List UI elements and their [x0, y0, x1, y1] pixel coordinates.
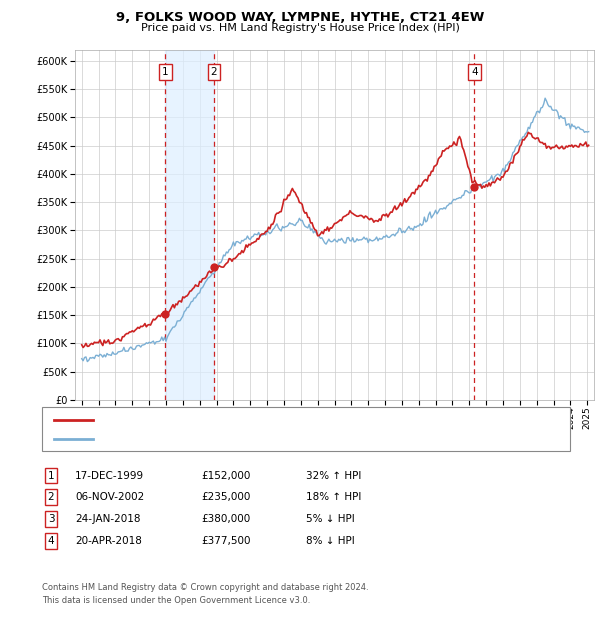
Text: 20-APR-2018: 20-APR-2018 — [75, 536, 142, 546]
Text: 3: 3 — [47, 514, 55, 524]
Text: £152,000: £152,000 — [201, 471, 250, 480]
Text: 4: 4 — [47, 536, 55, 546]
Text: 06-NOV-2002: 06-NOV-2002 — [75, 492, 144, 502]
Text: 2: 2 — [211, 67, 217, 78]
Text: 9, FOLKS WOOD WAY, LYMPNE, HYTHE, CT21 4EW: 9, FOLKS WOOD WAY, LYMPNE, HYTHE, CT21 4… — [116, 11, 484, 24]
Text: 8% ↓ HPI: 8% ↓ HPI — [306, 536, 355, 546]
Text: 5% ↓ HPI: 5% ↓ HPI — [306, 514, 355, 524]
Text: £380,000: £380,000 — [201, 514, 250, 524]
Text: 17-DEC-1999: 17-DEC-1999 — [75, 471, 144, 480]
Text: 32% ↑ HPI: 32% ↑ HPI — [306, 471, 361, 480]
Text: 1: 1 — [47, 471, 55, 480]
Bar — [166, 50, 214, 400]
Text: Price paid vs. HM Land Registry's House Price Index (HPI): Price paid vs. HM Land Registry's House … — [140, 23, 460, 33]
Text: HPI: Average price, detached house, Folkestone and Hythe: HPI: Average price, detached house, Folk… — [99, 434, 392, 444]
Text: 4: 4 — [471, 67, 478, 78]
Text: 9, FOLKS WOOD WAY, LYMPNE, HYTHE, CT21 4EW (detached house): 9, FOLKS WOOD WAY, LYMPNE, HYTHE, CT21 4… — [99, 415, 437, 425]
Text: 18% ↑ HPI: 18% ↑ HPI — [306, 492, 361, 502]
Text: £377,500: £377,500 — [201, 536, 251, 546]
Text: 24-JAN-2018: 24-JAN-2018 — [75, 514, 140, 524]
Text: This data is licensed under the Open Government Licence v3.0.: This data is licensed under the Open Gov… — [42, 596, 310, 606]
Text: 1: 1 — [162, 67, 169, 78]
Text: £235,000: £235,000 — [201, 492, 250, 502]
Text: 2: 2 — [47, 492, 55, 502]
Text: Contains HM Land Registry data © Crown copyright and database right 2024.: Contains HM Land Registry data © Crown c… — [42, 583, 368, 592]
